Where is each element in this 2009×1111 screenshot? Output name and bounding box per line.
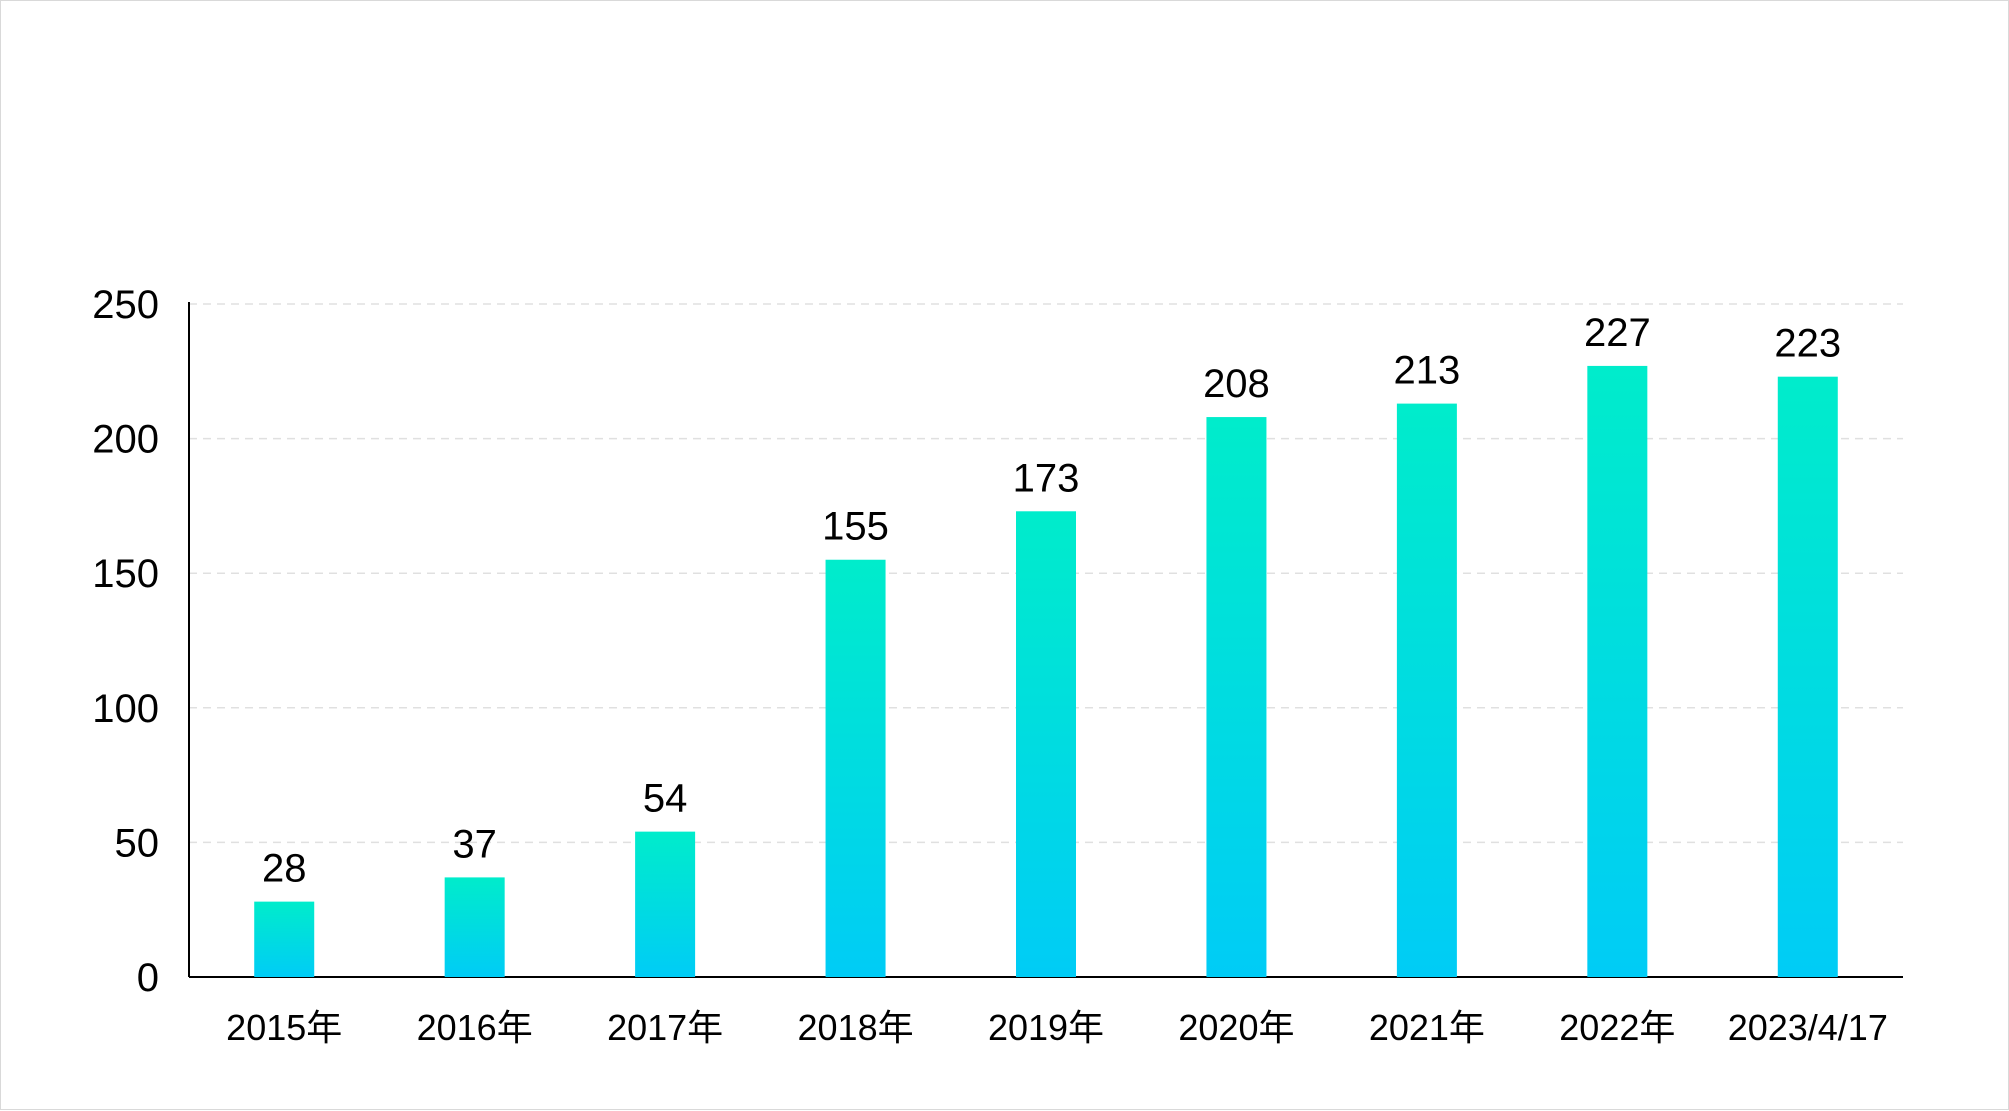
- bar-value-label: 155: [822, 505, 889, 549]
- bar: [1777, 376, 1838, 978]
- bar-value-label: 173: [1013, 456, 1080, 500]
- bar: [1016, 511, 1076, 977]
- bar-value-label: 213: [1394, 349, 1461, 393]
- x-category-label: 2020年: [1178, 1007, 1294, 1048]
- bar: [254, 901, 315, 977]
- bar: [635, 831, 696, 977]
- y-tick-label: 250: [92, 283, 159, 327]
- x-axis-categories: 2015年 2016年 2017年 2018年 2019年 2020年 2021年 2022年…: [226, 1007, 1888, 1048]
- y-axis-ticks: 0 50 100 150 200 250: [92, 283, 159, 1000]
- bar-value-label: 208: [1203, 362, 1270, 406]
- bar-value-label: 37: [452, 822, 497, 866]
- y-tick-label: 200: [92, 418, 159, 462]
- x-category-label: 2023/4/17: [1728, 1007, 1888, 1048]
- bar: [444, 877, 505, 977]
- x-category-label: 2018年: [798, 1007, 914, 1048]
- y-tick-label: 150: [92, 552, 159, 596]
- y-tick-label: 0: [137, 956, 159, 1000]
- x-category-label: 2021年: [1369, 1007, 1485, 1048]
- x-category-label: 2022年: [1559, 1007, 1675, 1048]
- x-category-label: 2016年: [417, 1007, 533, 1048]
- bars: [254, 365, 1838, 978]
- bar-value-label: 227: [1584, 311, 1651, 355]
- y-tick-label: 100: [92, 687, 159, 731]
- bar: [1206, 417, 1267, 978]
- bar-value-label: 223: [1774, 322, 1841, 366]
- bar: [1396, 403, 1457, 977]
- x-category-label: 2015年: [226, 1007, 342, 1048]
- x-category-label: 2017年: [607, 1007, 723, 1048]
- data-labels: 28 37 54 155 173 208 213 227 223: [262, 311, 1841, 891]
- x-category-label: 2019年: [988, 1007, 1104, 1048]
- bar: [1587, 365, 1648, 977]
- bar: [825, 559, 886, 977]
- bar-value-label: 28: [262, 847, 307, 891]
- y-tick-label: 50: [115, 821, 160, 865]
- bar-value-label: 54: [643, 777, 688, 821]
